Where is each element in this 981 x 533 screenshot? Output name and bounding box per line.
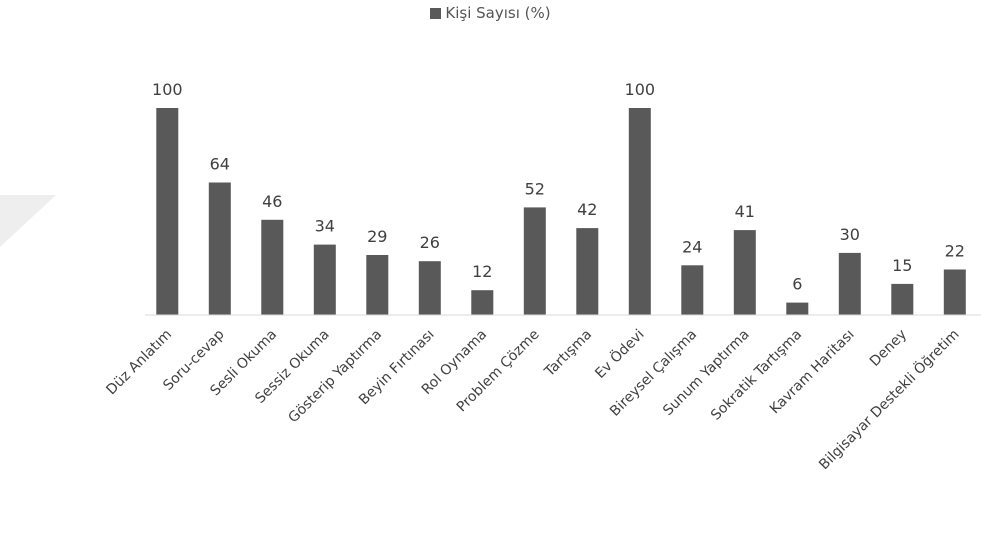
bar: [366, 255, 389, 315]
data-label: 6: [792, 275, 802, 294]
x-tick-label: Deney: [867, 327, 910, 370]
data-label: 42: [577, 200, 597, 219]
bar: [471, 290, 494, 315]
data-label: 12: [472, 262, 492, 281]
bar: [156, 108, 179, 315]
x-tick-label: Sokratik Tartışma: [708, 327, 805, 424]
legend: Kişi Sayısı (%): [0, 4, 981, 22]
data-label: 41: [735, 202, 755, 221]
bar: [786, 302, 809, 315]
data-label: 100: [625, 80, 656, 99]
data-label: 52: [525, 179, 545, 198]
bar: [576, 228, 599, 315]
bars-layer: [156, 108, 966, 315]
data-label: 29: [367, 227, 387, 246]
bar: [313, 244, 336, 315]
bar: [261, 219, 284, 315]
bar: [733, 230, 756, 315]
bar: [523, 207, 546, 315]
legend-label: Kişi Sayısı (%): [445, 4, 551, 22]
bar: [208, 182, 231, 315]
data-label: 46: [262, 192, 282, 211]
legend-swatch: [430, 8, 442, 19]
data-label: 30: [840, 225, 860, 244]
data-label: 64: [210, 155, 230, 174]
bar: [681, 265, 704, 315]
data-label: 22: [945, 242, 965, 261]
x-tick-label: Gösterip Yaptırma: [285, 327, 385, 427]
data-label: 24: [682, 237, 702, 256]
bar: [838, 252, 861, 315]
data-labels-layer: 100 64 46 34 29 26 12 52 42 100 24 41 6 30 15 22: [152, 80, 965, 294]
data-label: 100: [152, 80, 183, 99]
bar: [891, 283, 914, 315]
x-tick-label: Ev Ödevi: [591, 325, 648, 382]
bar: [418, 261, 441, 315]
x-tick-label: Tartışma: [541, 327, 595, 381]
bar: [628, 108, 651, 315]
data-label: 15: [892, 256, 912, 275]
data-label: 34: [315, 217, 335, 236]
bar: [943, 269, 966, 315]
data-label: 26: [420, 233, 440, 252]
page-fold-shape: [0, 195, 56, 247]
